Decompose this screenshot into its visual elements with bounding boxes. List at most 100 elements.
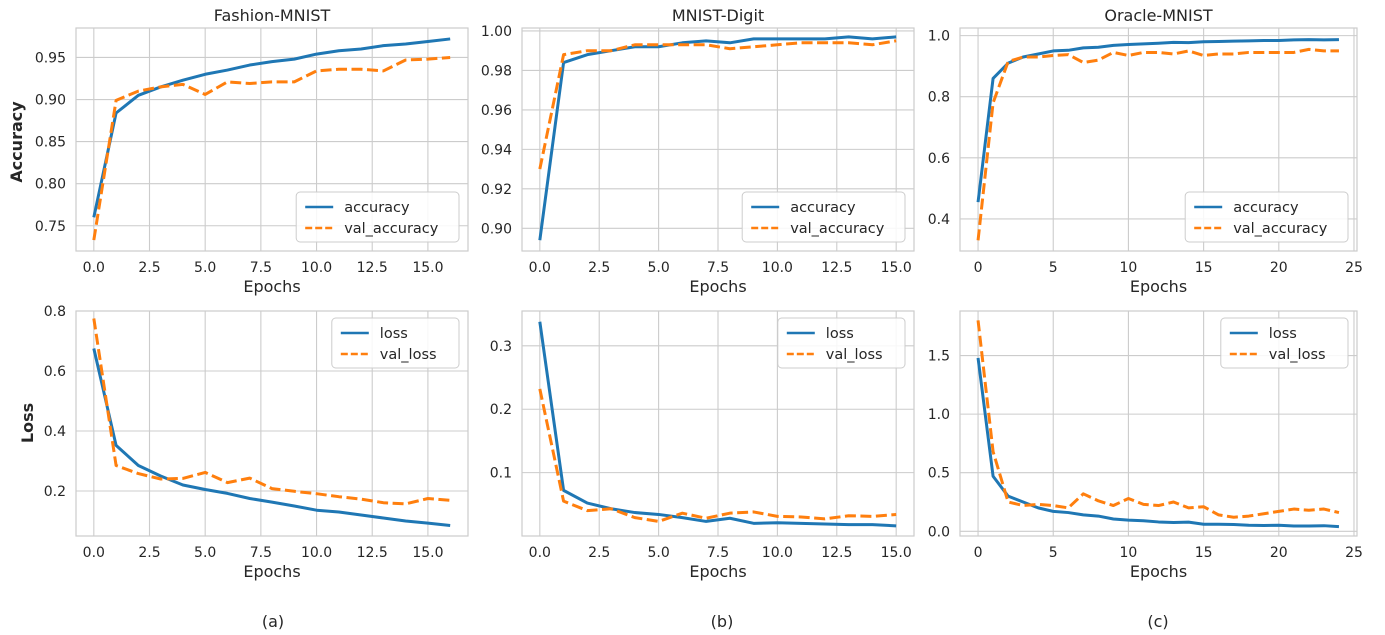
y-tick-label: 0.90: [35, 93, 66, 109]
caption-b: (b): [711, 612, 734, 631]
series-line-val-loss: [92, 318, 451, 506]
x-tick-label: 7.5: [250, 260, 272, 276]
x-tick-label: 15.0: [881, 260, 912, 276]
series-line-loss: [538, 321, 897, 528]
y-tick-label: 0.8: [928, 90, 950, 106]
y-tick-label: 0.96: [481, 103, 512, 119]
x-tick-label: 5: [1049, 260, 1058, 276]
x-tick-label: 25: [1345, 260, 1363, 276]
legend-box: [741, 191, 906, 243]
x-tick-label: 7.5: [707, 260, 729, 276]
legend-box: [777, 317, 906, 369]
legend-box: [1184, 191, 1349, 243]
chart-fashion-accuracy: 0.75 0.80 0.85 0.90 0.95 0.0 2.5 5.0 7.5 10.0 12.5…: [35, 6, 469, 296]
legend-label-val-accuracy: val_accuracy: [1233, 221, 1328, 237]
y-tick-label: 0.3: [490, 339, 512, 355]
x-axis-label: Epochs: [689, 562, 746, 581]
x-tick-label: 2.5: [588, 260, 610, 276]
x-tick-label: 15.0: [412, 260, 443, 276]
series-line-val-accuracy: [976, 47, 1339, 241]
x-axis-label: Epochs: [1130, 277, 1187, 296]
y-tick-label: 0.2: [490, 402, 512, 418]
x-tick-label: 15: [1195, 260, 1213, 276]
y-tick-label: 0.2: [44, 484, 66, 500]
x-tick-label: 5.0: [647, 260, 669, 276]
legend: loss val_loss: [777, 317, 906, 369]
legend-label-val-accuracy: val_accuracy: [790, 221, 885, 237]
legend-label-val-accuracy: val_accuracy: [344, 221, 439, 237]
y-tick-label: 0.95: [35, 50, 66, 66]
x-axis-label: Epochs: [689, 277, 746, 296]
legend-label-accuracy: accuracy: [790, 200, 856, 216]
series-line-val-accuracy: [92, 55, 451, 241]
series-line-val-accuracy: [538, 39, 897, 170]
y-tick-label: 1.00: [481, 24, 512, 40]
legend: loss val_loss: [331, 317, 460, 369]
y-tick-label: 0.94: [481, 142, 512, 158]
chart-title: MNIST-Digit: [672, 6, 764, 25]
x-tick-label: 12.5: [357, 260, 388, 276]
legend-box: [1220, 317, 1349, 369]
y-tick-label: 0.98: [481, 63, 512, 79]
x-tick-label: 0: [974, 545, 983, 561]
plot-frame: [521, 27, 915, 252]
y-tick-label: 0.90: [481, 221, 512, 237]
x-tick-label: 0: [974, 260, 983, 276]
y-tick-label: 0.75: [35, 219, 66, 235]
y-tick-label: 0.92: [481, 182, 512, 198]
x-tick-label: 2.5: [138, 545, 160, 561]
chart-oracle-accuracy: 0.4 0.6 0.8 1.0 0 5 10 15 20 25 Oracle-MNIST Epochs…: [928, 6, 1363, 296]
legend: loss val_loss: [1220, 317, 1349, 369]
legend-label-loss: loss: [1269, 326, 1297, 342]
y-tick-label: 0.1: [490, 466, 512, 482]
series-line-val-loss: [976, 320, 1340, 519]
y-tick-label: 1.0: [928, 407, 950, 423]
legend-label-loss: loss: [826, 326, 854, 342]
caption-c: (c): [1147, 612, 1168, 631]
x-tick-label: 0.0: [83, 545, 105, 561]
row-label-accuracy: Accuracy: [7, 101, 26, 183]
x-tick-label: 2.5: [588, 545, 610, 561]
plot-frame: [75, 310, 469, 537]
x-tick-label: 5.0: [647, 545, 669, 561]
x-tick-label: 2.5: [138, 260, 160, 276]
legend: accuracy val_accuracy: [741, 191, 906, 243]
x-tick-label: 5.0: [194, 545, 216, 561]
legend-label-val-loss: val_loss: [1269, 347, 1326, 363]
x-tick-label: 10: [1120, 545, 1138, 561]
x-tick-label: 5: [1049, 545, 1058, 561]
legend: accuracy val_accuracy: [295, 191, 460, 243]
y-tick-label: 0.4: [928, 212, 950, 228]
legend-label-val-loss: val_loss: [380, 347, 437, 363]
x-tick-label: 5.0: [194, 260, 216, 276]
legend-box: [295, 191, 460, 243]
legend-box: [331, 317, 460, 369]
x-tick-label: 0.0: [529, 545, 551, 561]
legend: accuracy val_accuracy: [1184, 191, 1349, 243]
plot-frame: [959, 27, 1358, 252]
x-axis-label: Epochs: [243, 562, 300, 581]
y-tick-label: 0.8: [44, 304, 66, 320]
x-tick-label: 20: [1270, 545, 1288, 561]
x-tick-label: 10.0: [762, 260, 793, 276]
x-tick-label: 10.0: [301, 545, 332, 561]
x-tick-label: 20: [1270, 260, 1288, 276]
legend-label-accuracy: accuracy: [344, 200, 410, 216]
y-tick-label: 0.5: [928, 466, 950, 482]
x-tick-label: 10: [1120, 260, 1138, 276]
legend-label-val-loss: val_loss: [826, 347, 883, 363]
caption-a: (a): [262, 612, 284, 631]
y-tick-label: 0.0: [928, 524, 950, 540]
x-axis-label: Epochs: [1130, 562, 1187, 581]
series-line-accuracy: [538, 35, 897, 241]
legend-label-loss: loss: [380, 326, 408, 342]
series-line-loss: [92, 348, 451, 527]
legend-label-accuracy: accuracy: [1233, 200, 1299, 216]
x-tick-label: 25: [1345, 545, 1363, 561]
x-tick-label: 7.5: [707, 545, 729, 561]
series-line-val-loss: [538, 388, 897, 523]
x-tick-label: 0.0: [529, 260, 551, 276]
x-tick-label: 15.0: [412, 545, 443, 561]
y-tick-label: 1.0: [928, 29, 950, 45]
